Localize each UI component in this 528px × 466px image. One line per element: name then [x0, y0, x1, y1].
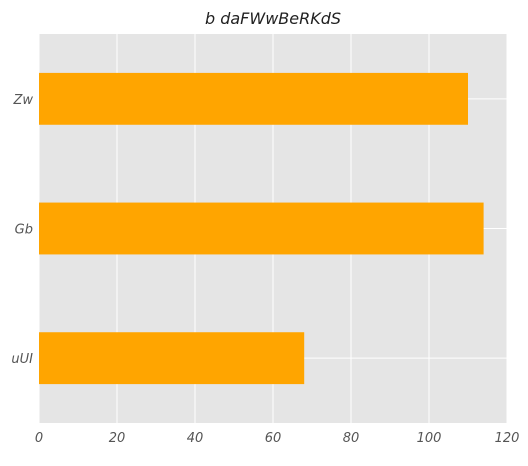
chart-title: b daFWwBeRKdS [205, 9, 341, 28]
bar-Gb [39, 202, 484, 255]
x-axis-ticks: 0 20 40 60 80 100 120 [35, 431, 520, 446]
x-tick-label: 120 [495, 431, 520, 446]
y-tick-label: uUI [11, 352, 33, 367]
bar-Zw [39, 72, 468, 125]
bars [39, 72, 484, 385]
y-axis-ticks: uUI Gb Zw [11, 93, 33, 367]
y-tick-label: Gb [15, 223, 33, 238]
y-tick-label: Zw [12, 93, 33, 108]
x-tick-label: 80 [343, 431, 360, 446]
x-tick-label: 40 [187, 431, 204, 446]
x-tick-label: 0 [35, 431, 43, 446]
x-tick-label: 20 [109, 431, 126, 446]
x-tick-label: 60 [265, 431, 282, 446]
bar-uUI [39, 332, 305, 385]
x-tick-label: 100 [417, 431, 442, 446]
